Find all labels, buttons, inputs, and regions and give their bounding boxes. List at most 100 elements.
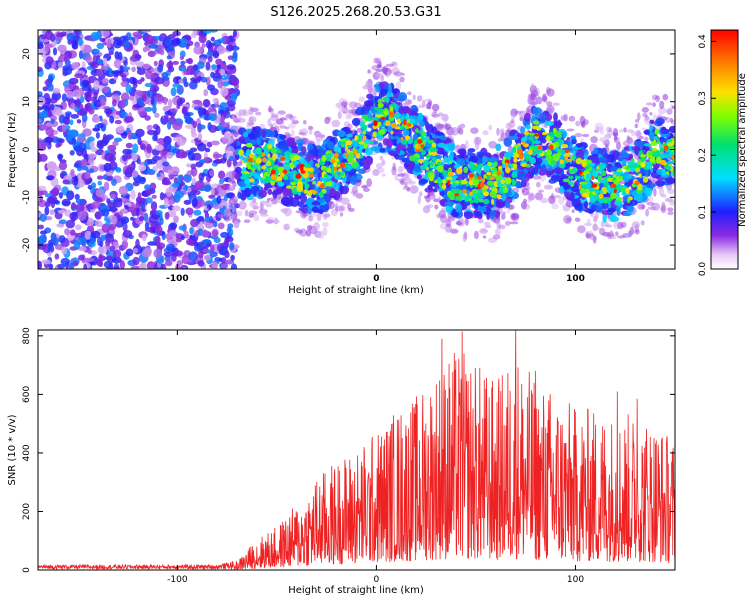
spectrogram-cell [141,93,147,102]
spectrogram-cell [539,116,546,123]
spectrogram-cell [425,98,432,102]
spectrogram-cell [644,116,651,125]
spectrogram-cell [321,155,327,162]
spectrogram-cell [601,209,609,216]
spectrogram-cell [172,205,181,212]
spectrogram-cell [337,104,345,112]
spectrogram-cell [225,203,230,208]
spectrogram-cell [137,192,142,202]
spectrogram-cell [132,181,140,187]
spectrogram-cell [159,217,164,226]
spectrogram-cell [212,97,218,104]
spectrogram-cell [63,55,69,62]
spectrogram-cell [73,162,80,168]
spectrogram-cell [130,265,141,269]
spectrogram-cell [449,150,454,161]
spectrogram-cell [387,83,392,94]
spectrogram-cell [489,156,499,163]
spectrogram-cell [119,65,124,75]
spectrogram-cell [267,188,273,196]
spectrogram-cell [88,107,95,115]
spectrogram-cell [515,181,522,189]
spectrogram-cell [273,219,280,224]
spectrogram-cell [532,120,540,125]
spectrogram-cell [505,200,511,209]
spectrogram-cell [58,235,66,244]
spectrogram-cell [78,254,85,261]
spectrogram-cell [574,175,581,179]
spectrogram-cell [131,170,139,177]
spectrogram-cell [589,195,597,204]
spectrogram-cell [393,71,403,77]
spectrogram-cell [274,188,283,195]
spectrogram-cell [366,93,374,100]
spectrogram-cell [119,197,129,203]
spectrogram-cell [312,180,317,185]
spectrogram-cell [627,197,631,204]
spectrogram-cell [112,113,121,120]
spectrogram-cell [647,206,657,211]
spectrogram-cell [111,256,122,264]
spectrogram-cell [600,220,605,228]
spectrogram-cell [154,144,164,151]
spectrogram-cell [487,161,492,167]
spectrogram-cell [351,117,361,127]
spectrogram-cell [667,211,674,216]
spectrogram-cell [546,149,553,157]
spectrogram-cell [450,228,459,234]
spectrogram-cell [141,30,152,33]
spectrogram-cell [404,181,408,188]
spectrogram-cell [628,230,633,238]
spectrogram-cell [461,173,469,179]
spectrogram-cell [189,227,194,235]
spectrogram-cell [626,174,632,179]
spectrogram-cell [285,113,294,119]
spectrogram-cell [284,126,290,130]
spectrogram-cell [541,131,548,136]
spectrogram-cell [192,120,197,129]
spectrogram-cell [496,127,500,136]
spectrogram-cell [135,238,140,249]
spectrogram-cell [125,248,134,257]
spectrogram-cell [358,168,367,174]
spectrogram-cell [147,129,156,136]
spectrogram-cell [613,136,618,141]
spectrogram-cell [433,110,438,114]
spectrogram-cell [39,213,47,222]
spectrogram-cell [68,77,79,85]
spectrogram-cell [78,142,87,153]
spectrogram-cell [649,131,655,141]
spectrogram-cell [96,175,104,180]
spectrogram-cell [220,263,229,269]
spectrogram-cell [406,165,413,174]
spectrogram-cell [662,154,669,159]
spectrogram-cell [58,219,67,225]
spectrogram-cell [358,96,365,103]
spectrogram-cell [90,230,101,239]
spectrogram-cell [231,204,236,214]
spectrogram-cell [208,113,217,122]
spectrogram-cell [337,111,342,120]
spectrogram-cell [653,187,657,197]
spectrogram-cell [528,132,536,136]
spectrogram-cell [101,64,109,71]
spectrogram-cell [195,198,206,208]
spectrogram-cell [84,230,92,240]
spectrogram-cell [402,174,408,182]
spectrogram-cell [204,147,211,153]
spectrogram-cell [645,102,653,106]
spectrogram-cell [88,241,96,248]
spectrogram-cell [140,201,146,212]
spectrogram-cell [142,63,151,70]
spectrogram-cell [666,142,674,147]
spectrogram-cell [44,30,54,40]
spectrogram-cell [594,211,599,220]
spectrogram-cell [77,211,87,221]
spectrogram-cell [253,214,260,222]
spectrogram-cell [121,154,128,162]
spectrogram-cell [375,68,384,73]
spectrogram-cell [227,223,234,229]
spectrogram-cell [267,167,271,175]
spectrogram-cell [236,161,243,167]
spectrogram-cell [403,157,410,164]
